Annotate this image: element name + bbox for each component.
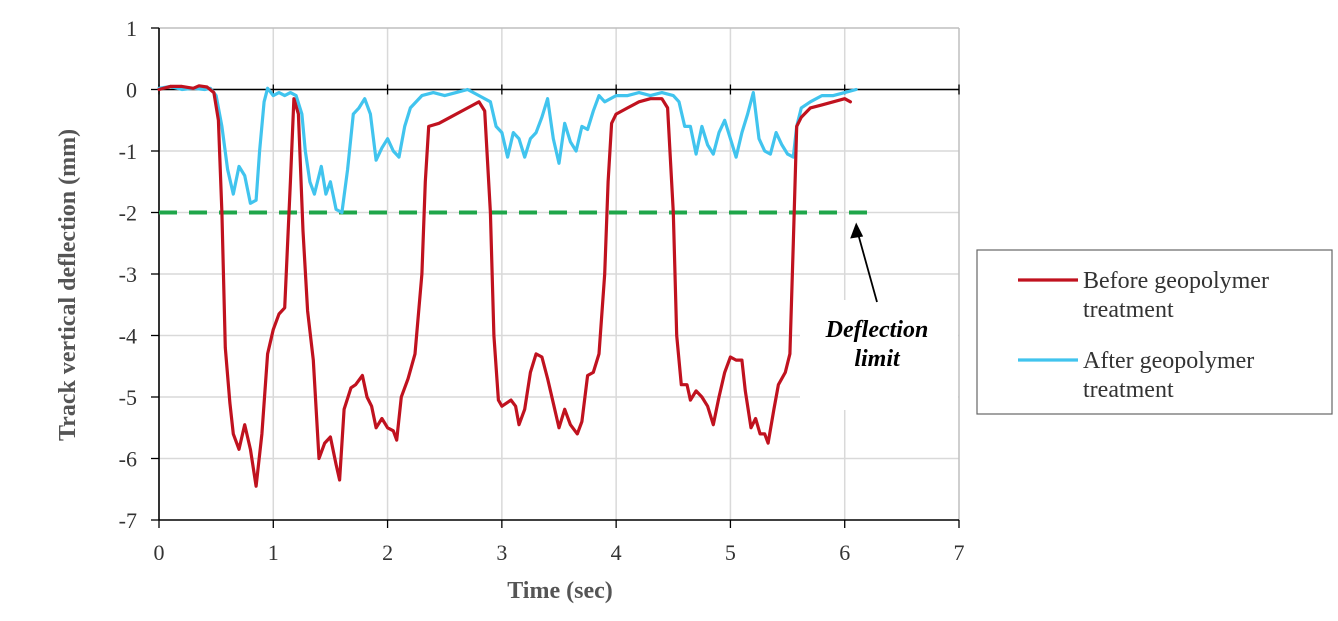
legend-label: treatment	[1083, 297, 1174, 323]
x-tick-label: 5	[725, 540, 736, 565]
series-line-after	[157, 84, 858, 215]
x-tick-label: 2	[382, 540, 393, 565]
y-tick-label: -3	[119, 262, 137, 287]
legend-label: After geopolymer	[1083, 348, 1254, 374]
y-tick-label: -2	[119, 201, 137, 226]
zero-axis-line	[158, 84, 960, 95]
y-axis-title: Track vertical deflection (mm)	[55, 129, 81, 441]
x-axis-title: Time (sec)	[507, 578, 613, 604]
y-tick-labels: 1 0 -1 -2 -3 -4 -5 -6 -7	[119, 16, 137, 533]
legend-box	[976, 249, 1333, 415]
x-tick-label: 7	[954, 540, 965, 565]
data-series	[157, 84, 858, 488]
deflection-limit-annotation: Deflection limit	[825, 222, 929, 372]
y-tick-label: -4	[119, 324, 137, 349]
gridlines	[159, 27, 960, 520]
legend-label: Before geopolymer	[1083, 268, 1269, 294]
annotation-arrowhead	[850, 222, 864, 239]
series-line-before	[157, 84, 852, 488]
x-tick-labels: 0 1 2 3 4 5 6 7	[154, 540, 965, 565]
x-tick-label: 6	[839, 540, 850, 565]
annotation-background	[800, 300, 958, 410]
y-tick-label: -1	[119, 139, 137, 164]
x-tick-label: 3	[496, 540, 507, 565]
y-tick-label: 1	[126, 16, 137, 41]
x-tick-label: 4	[611, 540, 622, 565]
y-tick-label: -5	[119, 385, 137, 410]
annotation-arrow-shaft	[856, 230, 878, 303]
y-tick-label: -6	[119, 447, 137, 472]
annotation-label: Deflection	[825, 317, 929, 343]
y-tick-label: 0	[126, 78, 137, 103]
x-tick-label: 0	[154, 540, 165, 565]
legend-label: treatment	[1083, 377, 1174, 403]
y-tick-label: -7	[119, 508, 137, 533]
plot-axes	[151, 27, 960, 528]
annotation-label: limit	[854, 346, 901, 372]
legend: Before geopolymer treatment After geopolym…	[976, 249, 1333, 415]
x-tick-label: 1	[268, 540, 279, 565]
